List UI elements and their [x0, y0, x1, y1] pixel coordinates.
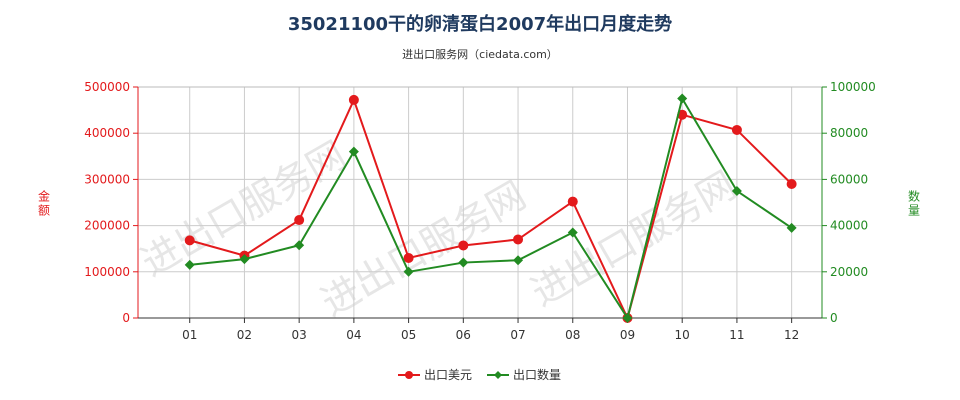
x-tick-label: 02 [237, 328, 252, 342]
data-point-quantity [567, 227, 578, 238]
x-tick-label: 05 [401, 328, 416, 342]
y-axis-title-left: 额 [38, 204, 50, 218]
series-line-quantity [189, 95, 793, 321]
data-point-quantity [786, 222, 797, 233]
legend-marker-amount [405, 371, 413, 379]
data-point-quantity [184, 259, 195, 270]
data-point-quantity [239, 254, 250, 265]
series-line-amount [189, 97, 793, 321]
data-point-amount [731, 124, 742, 135]
data-point-quantity [513, 255, 524, 266]
y-tick-label-left: 500000 [84, 80, 130, 94]
legend-marker-quantity [494, 371, 502, 379]
x-tick-label: 07 [510, 328, 525, 342]
y-tick-label-right: 60000 [830, 172, 868, 186]
y-axis-title-right: 数 [908, 189, 920, 204]
chart-title: 35021100干的卵清蛋白2007年出口月度走势 [287, 14, 673, 35]
data-point-amount [184, 235, 195, 246]
data-point-amount [567, 196, 578, 207]
data-point-quantity [403, 266, 414, 277]
chart-subtitle: 进出口服务网（ciedata.com） [402, 48, 558, 61]
data-point-amount [294, 215, 305, 226]
y-tick-label-right: 0 [830, 311, 838, 325]
data-point-amount [348, 94, 359, 105]
x-tick-label: 11 [729, 328, 744, 342]
data-point-quantity [294, 240, 305, 251]
data-point-quantity [348, 146, 359, 157]
y-tick-label-right: 100000 [830, 80, 876, 94]
data-point-amount [458, 240, 469, 251]
x-tick-label: 12 [784, 328, 799, 342]
y-tick-label-left: 300000 [84, 172, 130, 186]
y-tick-label-left: 100000 [84, 265, 130, 279]
y-axis-title-left: 金 [38, 189, 50, 204]
legend-label-quantity: 出口数量 [513, 367, 561, 382]
y-axis-title-right: 量 [908, 204, 920, 218]
y-tick-label-right: 20000 [830, 265, 868, 279]
data-point-amount [786, 179, 797, 190]
y-tick-label-left: 200000 [84, 219, 130, 233]
data-point-quantity [622, 313, 633, 323]
y-tick-label-left: 0 [122, 311, 130, 325]
y-tick-label-right: 40000 [830, 219, 868, 233]
data-point-quantity [731, 185, 742, 196]
x-tick-label: 08 [565, 328, 580, 342]
data-point-quantity [677, 93, 688, 104]
x-tick-label: 10 [675, 328, 690, 342]
watermark-text: 进出口服务网 [314, 173, 533, 325]
x-tick-label: 03 [292, 328, 307, 342]
data-point-quantity [458, 257, 469, 268]
x-tick-label: 06 [456, 328, 471, 342]
x-tick-label: 09 [620, 328, 635, 342]
x-tick-label: 01 [182, 328, 197, 342]
x-tick-label: 04 [346, 328, 361, 342]
data-point-amount [513, 234, 524, 245]
data-point-amount [403, 252, 414, 263]
y-tick-label-left: 400000 [84, 126, 130, 140]
legend-label-amount: 出口美元 [424, 368, 472, 382]
y-tick-label-right: 80000 [830, 126, 868, 140]
